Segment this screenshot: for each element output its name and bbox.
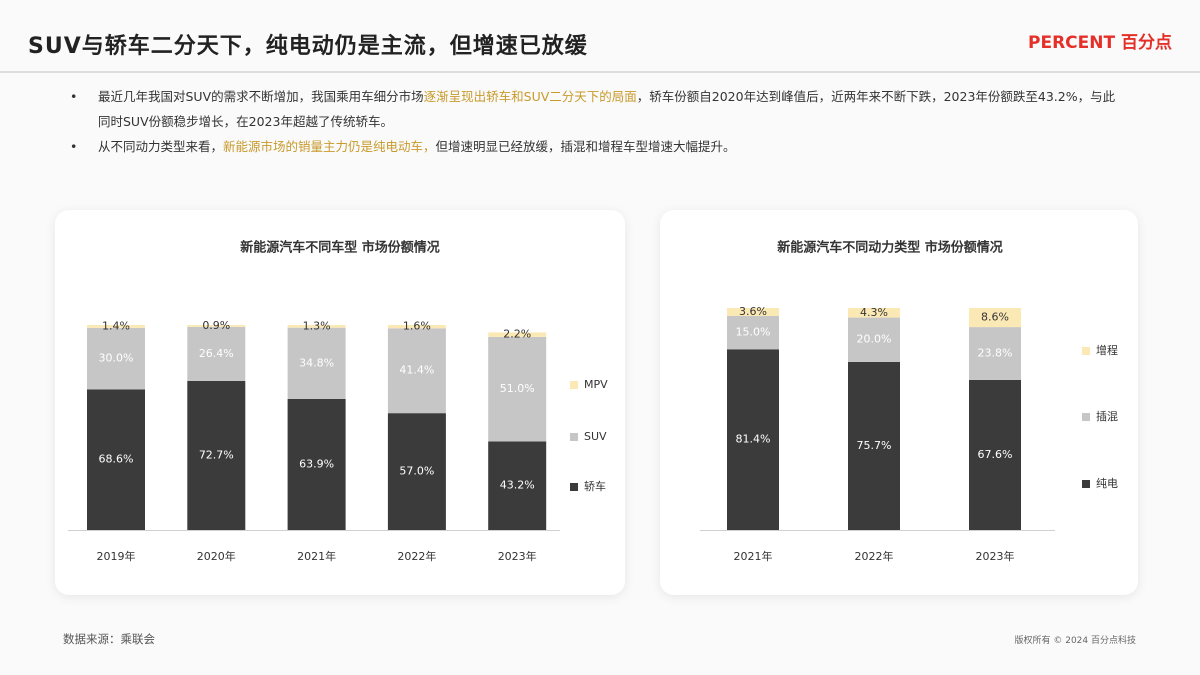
data-label: 43.2% [500, 479, 535, 492]
bar-segment [187, 380, 246, 530]
bar-segment [488, 332, 547, 337]
bar-segment [848, 361, 900, 530]
bar-segment [969, 308, 1021, 328]
data-label: 1.4% [102, 319, 130, 332]
data-label: 34.8% [299, 356, 334, 369]
text: ，轿车份额自2020年达到峰值后，近两年来不断下跌，2023年份额跌至43.2%… [98, 89, 1116, 129]
legend-swatch [1082, 347, 1090, 355]
bar-segment [287, 399, 346, 530]
bar-segment [287, 325, 346, 328]
bar-segment [488, 336, 547, 442]
legend-label: 轿车 [584, 479, 606, 493]
text: 但增速明显已经放缓，插混和增程车型增速大幅提升。 [435, 139, 736, 154]
bullet: 从不同动力类型来看，新能源市场的销量主力仍是纯电动车，但增速明显已经放缓，插混和… [70, 134, 1120, 159]
data-label: 8.6% [981, 311, 1009, 324]
bar-segment [187, 325, 246, 327]
bullet: 最近几年我国对SUV的需求不断增加，我国乘用车细分市场逐渐呈现出轿车和SUV二分… [70, 84, 1120, 134]
bar-segment [848, 317, 900, 362]
bar-segment [87, 327, 145, 390]
page-title: SUV与轿车二分天下，纯电动仍是主流，但增速已放缓 [28, 34, 588, 59]
text: 从不同动力类型来看， [98, 139, 224, 154]
data-label: 0.9% [202, 319, 230, 332]
data-label: 68.6% [99, 453, 134, 466]
data-label: 72.7% [199, 448, 234, 461]
legend-label: 增程 [1096, 343, 1118, 357]
x-tick-label: 2023年 [976, 549, 1015, 563]
chart-title: 新能源汽车不同动力类型 市场份额情况 [777, 240, 1003, 256]
x-tick-label: 2021年 [734, 549, 773, 563]
legend-label: MPV [584, 378, 608, 391]
bar-segment [848, 308, 900, 318]
text: 最近几年我国对SUV的需求不断增加，我国乘用车细分市场 [98, 89, 424, 104]
bar-segment [969, 327, 1021, 380]
data-label: 20.0% [857, 333, 892, 346]
data-label: 63.9% [299, 458, 334, 471]
data-label: 41.4% [399, 364, 434, 377]
x-tick-label: 2020年 [197, 549, 236, 563]
x-tick-label: 2022年 [397, 549, 436, 563]
legend-label: 纯电 [1096, 477, 1118, 490]
x-tick-label: 2023年 [498, 549, 537, 563]
data-label: 1.3% [303, 319, 331, 332]
divider [0, 71, 1200, 73]
bar-segment [727, 308, 779, 316]
bar-segment [287, 327, 346, 400]
x-tick-label: 2019年 [97, 549, 136, 563]
data-label: 67.6% [978, 448, 1013, 461]
logo: PERCENT 百分点 [1028, 33, 1172, 53]
data-label: 23.8% [978, 347, 1013, 360]
x-tick-label: 2021年 [297, 549, 336, 563]
legend-swatch [570, 381, 578, 389]
data-label: 30.0% [99, 352, 134, 365]
legend-label: 插混 [1096, 409, 1118, 423]
bar-segment [727, 315, 779, 350]
legend-swatch [570, 433, 578, 441]
bullet-list: 最近几年我国对SUV的需求不断增加，我国乘用车细分市场逐渐呈现出轿车和SUV二分… [70, 84, 1120, 159]
legend-swatch [1082, 413, 1090, 421]
bar-segment [187, 326, 246, 381]
bar-segment [87, 325, 145, 328]
data-label: 57.0% [399, 465, 434, 478]
data-label: 2.2% [503, 328, 531, 341]
chart-title: 新能源汽车不同车型 市场份额情况 [240, 240, 440, 256]
data-label: 26.4% [199, 347, 234, 360]
x-tick-label: 2022年 [855, 549, 894, 563]
source: 数据来源：乘联会 [63, 632, 155, 646]
bar-segment [969, 379, 1021, 530]
legend-swatch [570, 483, 578, 491]
bar-segment [387, 325, 446, 329]
bar-segment [387, 328, 446, 414]
highlight: 逐渐呈现出轿车和SUV二分天下的局面 [423, 89, 637, 104]
highlight: 新能源市场的销量主力仍是纯电动车， [223, 139, 436, 154]
data-label: 81.4% [736, 433, 771, 446]
bar-segment [387, 413, 446, 530]
data-label: 51.0% [500, 382, 535, 395]
data-label: 1.6% [403, 320, 431, 333]
legend-swatch [1082, 480, 1090, 488]
bar-segment [87, 389, 145, 530]
bar-segment [727, 349, 779, 530]
data-label: 15.0% [736, 326, 771, 339]
bar-segment [488, 441, 547, 530]
data-label: 75.7% [857, 439, 892, 452]
legend-label: SUV [584, 430, 607, 443]
data-label: 3.6% [739, 305, 767, 318]
data-label: 4.3% [860, 306, 888, 319]
copyright: 版权所有 © 2024 百分点科技 [1014, 636, 1137, 646]
